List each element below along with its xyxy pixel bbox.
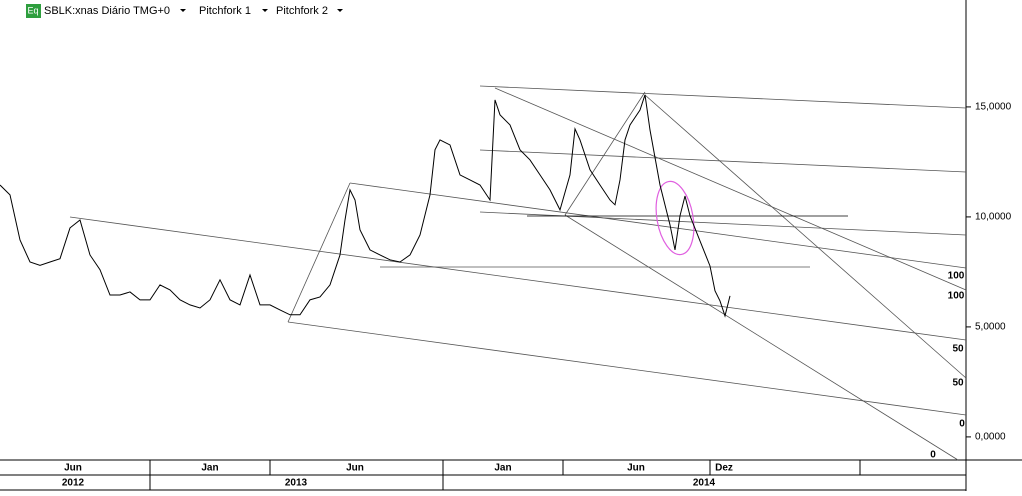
eq-icon[interactable] xyxy=(26,4,41,18)
dropdown-arrow[interactable] xyxy=(262,9,268,12)
x-tick-label: Jan xyxy=(201,463,218,474)
tool-name[interactable]: Pitchfork 1 xyxy=(199,5,251,17)
y-tick-label: 5,0000 xyxy=(975,322,1006,333)
x-tick-label: Jun xyxy=(627,463,645,474)
pitchfork-2[interactable] xyxy=(479,85,967,461)
year-label: 2013 xyxy=(285,478,308,489)
pitchfork-level: 0 xyxy=(930,450,936,461)
highlight-ellipse xyxy=(655,180,695,256)
x-tick-label: Jun xyxy=(64,463,82,474)
dropdown-arrow[interactable] xyxy=(180,9,186,12)
price-line xyxy=(0,94,731,318)
tool-name[interactable]: Pitchfork 2 xyxy=(276,5,328,17)
eq-icon-text: Eq xyxy=(27,5,38,15)
year-label: 2014 xyxy=(693,478,716,489)
x-tick-label: Jan xyxy=(494,463,511,474)
x-tick-label: Jun xyxy=(346,463,364,474)
year-label: 2012 xyxy=(62,478,85,489)
y-tick-label: 10,0000 xyxy=(975,212,1012,223)
pitchfork-level: 100 xyxy=(948,291,965,302)
y-tick-label: 0,0000 xyxy=(975,432,1006,443)
x-tick-label: Dez xyxy=(715,463,733,474)
y-tick-label: 15,0000 xyxy=(975,102,1012,113)
symbol[interactable]: SBLK:xnas Diário TMG+0 xyxy=(44,5,170,17)
pitchfork-level: 100 xyxy=(948,271,965,282)
pitchfork-level: 50 xyxy=(952,378,964,389)
pitchfork-level: 50 xyxy=(952,344,964,355)
dropdown-arrow[interactable] xyxy=(337,9,343,12)
pitchfork-level: 0 xyxy=(959,419,965,430)
